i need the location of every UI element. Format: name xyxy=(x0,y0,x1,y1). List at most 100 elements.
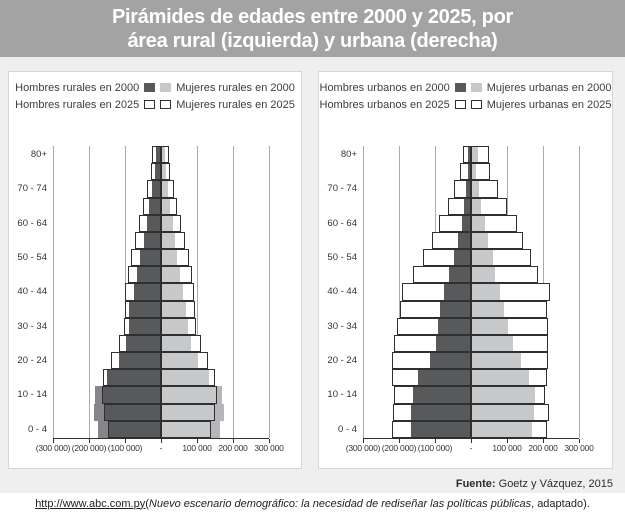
bar-2025-outline xyxy=(161,386,218,404)
bar-2025-outline xyxy=(471,300,548,318)
left-half xyxy=(363,197,471,215)
right-half xyxy=(161,300,269,318)
pyramid-row-55-59 xyxy=(53,231,269,250)
bar-2025-outline xyxy=(423,249,471,267)
bar-2000 xyxy=(161,403,215,421)
citation-pre: ( xyxy=(145,497,149,510)
bar-2025-outline xyxy=(460,163,471,181)
legend-swatch-men-2025 xyxy=(454,100,466,109)
bar-2000 xyxy=(418,369,471,387)
bar-2025-outline xyxy=(123,317,161,335)
bar-2025-outline xyxy=(161,317,196,335)
bar-2000 xyxy=(444,283,471,301)
bar-2025-outline xyxy=(471,386,545,404)
bar-2000 xyxy=(161,163,166,181)
bar-2025-outline xyxy=(401,283,471,301)
y-tick-label: 40 - 44 xyxy=(17,286,47,298)
bar-2025-outline xyxy=(107,420,161,438)
right-half xyxy=(471,352,579,370)
y-axis-labels: 80+ 70 - 74 60 - 64 50 - 54 40 - 44 30 - 34 20… xyxy=(325,146,363,438)
right-half xyxy=(161,180,269,198)
left-half xyxy=(363,266,471,284)
bar-2025-outline xyxy=(161,266,192,284)
y-tick-label xyxy=(325,404,363,421)
bar-2000 xyxy=(471,403,534,421)
urban-chart-panel: Hombres urbanos en 2000 Mujeres urbanas … xyxy=(318,71,613,469)
bar-2000 xyxy=(471,214,485,232)
right-half xyxy=(471,249,579,267)
left-half xyxy=(363,180,471,198)
pyramid-row-55-59 xyxy=(363,231,579,250)
bar-2025-outline xyxy=(392,420,471,438)
pyramid-row-60-64 xyxy=(53,214,269,232)
center-axis-line xyxy=(471,146,472,438)
right-half xyxy=(161,334,269,353)
left-half xyxy=(53,231,161,250)
bar-2025-outline xyxy=(135,231,161,250)
bar-2025-outline xyxy=(471,197,507,215)
bar-2000 xyxy=(161,197,170,215)
bar-2000 xyxy=(149,197,161,215)
bar-2025-outline xyxy=(447,197,471,215)
plot-column: (300 000) (200 000) (100 000) - 100 000 200 0… xyxy=(346,146,594,455)
left-half xyxy=(53,369,161,387)
legend-row-2000: Hombres urbanos en 2000 Mujeres urbanas … xyxy=(319,79,612,96)
bar-2000 xyxy=(146,214,161,232)
bar-2025-outline xyxy=(161,420,212,438)
bar-2000 xyxy=(471,163,477,181)
axis-tick xyxy=(543,439,544,443)
y-tick-label xyxy=(325,301,363,318)
right-half xyxy=(161,403,269,421)
pyramid-row-40-44 xyxy=(53,283,269,301)
abc-link[interactable]: http://www.abc.com.py xyxy=(35,497,146,510)
bar-2000 xyxy=(161,369,209,387)
bar-2025-outline xyxy=(127,266,161,284)
bar-2000 xyxy=(161,266,181,284)
bar-2000 xyxy=(129,300,161,318)
y-tick-label xyxy=(15,369,53,386)
bar-2025-outline xyxy=(161,214,182,232)
right-half xyxy=(471,163,579,181)
gridline xyxy=(233,146,234,438)
axis-tick xyxy=(233,439,234,443)
bar-2025-outline xyxy=(138,214,161,232)
plot-area xyxy=(363,146,580,443)
pyramid-row-50-54 xyxy=(363,249,579,267)
bar-2000 xyxy=(143,231,161,250)
bar-2000 xyxy=(107,369,161,387)
left-half xyxy=(53,163,161,181)
legend-swatch-women-2025 xyxy=(160,100,172,109)
source-text: Goetz y Vázquez, 2015 xyxy=(495,478,613,490)
left-half xyxy=(53,180,161,198)
pyramid-row-50-54 xyxy=(53,249,269,267)
legend-row-2025: Hombres urbanos en 2025 Mujeres urbanas … xyxy=(319,96,612,113)
bars-layer xyxy=(53,146,269,438)
bar-2000 xyxy=(128,317,161,335)
bar-2025-outline xyxy=(161,352,208,370)
bar-2025-outline xyxy=(161,163,170,181)
right-half xyxy=(161,249,269,267)
left-half xyxy=(53,266,161,284)
left-half xyxy=(363,283,471,301)
pyramid-row-30-34 xyxy=(53,317,269,335)
bar-2025-outline xyxy=(101,386,161,404)
pyramid-row-10-14 xyxy=(363,386,579,404)
bar-2000 xyxy=(104,403,161,421)
left-half xyxy=(363,300,471,318)
bar-2000 xyxy=(161,420,212,438)
y-tick-label: 0 - 4 xyxy=(337,423,357,435)
bar-2000 xyxy=(161,386,218,404)
bar-2025-outline xyxy=(131,249,161,267)
legend-row-2000: Hombres rurales en 2000 Mujeres rurales … xyxy=(9,79,301,96)
left-half xyxy=(363,403,471,421)
bar-2025-fill xyxy=(161,146,169,164)
bar-2000 xyxy=(152,180,161,198)
legend-swatch-women-2025 xyxy=(470,100,482,109)
bar-2000 xyxy=(467,163,471,181)
pyramid-row-80+ xyxy=(363,146,579,164)
left-half xyxy=(363,163,471,181)
bar-2025-outline xyxy=(439,214,471,232)
right-half xyxy=(471,266,579,284)
bar-2000 xyxy=(101,386,161,404)
source-line: Fuente: Goetz y Vázquez, 2015 xyxy=(456,478,613,490)
